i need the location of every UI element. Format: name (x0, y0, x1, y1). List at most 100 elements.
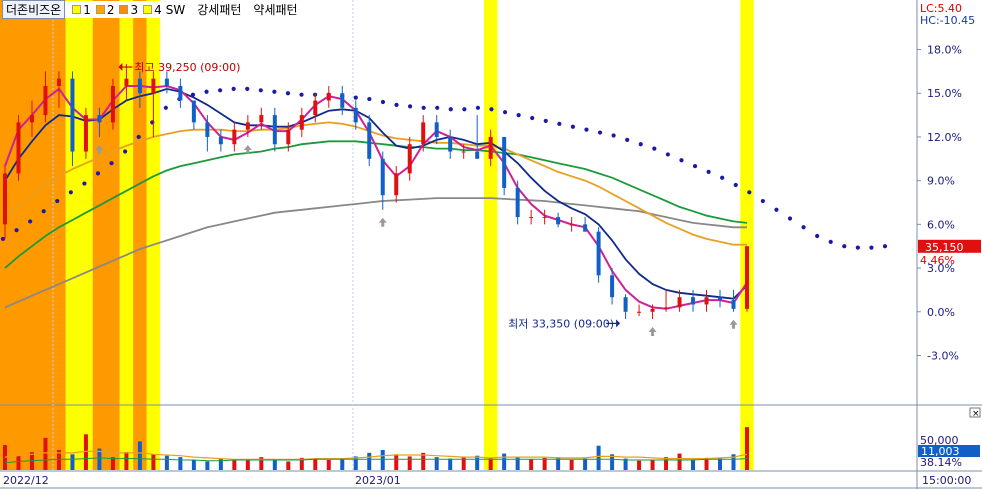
candle (475, 115, 480, 159)
candle-body (286, 129, 291, 145)
dotted-point (869, 245, 874, 250)
candle-body (556, 217, 561, 225)
legend-swatch-4[interactable] (143, 5, 153, 14)
candle (394, 166, 399, 203)
candle-body (596, 231, 601, 276)
volume-bar (380, 450, 385, 470)
candle-body (745, 246, 749, 309)
candle (596, 227, 601, 283)
candle-body (232, 129, 237, 145)
candle-body (718, 297, 723, 301)
candle (353, 100, 358, 130)
legend-swatch-2[interactable] (95, 5, 105, 14)
candle-body (515, 187, 520, 218)
volume-tag: 11,003 (921, 445, 960, 458)
volume-bar (124, 452, 129, 470)
volume-bar (191, 460, 196, 470)
y-tick-label: 0.0% (927, 306, 955, 319)
dotted-point (190, 92, 196, 97)
candle (178, 78, 183, 108)
dotted-point (787, 216, 793, 221)
volume-bar (488, 458, 493, 470)
dotted-point (625, 137, 630, 142)
up-arrow-marker (95, 144, 104, 154)
candle-body (272, 115, 277, 145)
candle (83, 107, 88, 159)
volume-bar (340, 458, 345, 470)
candle-body (83, 115, 88, 152)
candle-body (56, 78, 61, 86)
candle (542, 209, 547, 225)
candle-body (448, 136, 453, 152)
candle-body (151, 78, 156, 94)
legend-label-4: 4 (154, 2, 162, 17)
candle-body (137, 78, 142, 94)
dotted-point (543, 118, 548, 124)
dotted-point (747, 190, 752, 195)
volume-ratio-line (4, 457, 748, 464)
stock-name-label[interactable]: 더존비즈온 (2, 0, 66, 19)
candle (3, 166, 7, 239)
dotted-point (0, 236, 6, 242)
up-arrow-marker (378, 217, 387, 227)
dotted-point (380, 99, 386, 105)
volume-bar (178, 457, 183, 470)
highlight-band (146, 0, 161, 470)
volume-bar (718, 458, 723, 470)
dotted-point (245, 86, 250, 91)
candle-body (110, 85, 115, 123)
volume-bar (16, 455, 21, 470)
volume-bar (731, 454, 736, 470)
high-annotation: 최고 39,250 (09:00) (134, 61, 240, 74)
up-arrow-marker (648, 327, 657, 337)
candle-body (421, 122, 426, 145)
candle-body (691, 297, 696, 305)
dotted-point (855, 245, 860, 250)
volume-bar (70, 454, 75, 470)
volume-bar (151, 454, 156, 470)
candle-body (569, 224, 574, 226)
candle (313, 93, 318, 123)
volume-bar (610, 454, 615, 470)
chart-legend: 더존비즈온 1 2 3 4 SW 강세패턴 약세패턴 (2, 0, 308, 19)
volume-bar (461, 457, 466, 470)
volume-bar (43, 437, 48, 470)
volume-bar (272, 459, 277, 470)
candle (43, 71, 48, 123)
dotted-point (204, 89, 209, 94)
legend-swatch-1[interactable] (72, 5, 82, 14)
dotted-point (815, 233, 820, 239)
time-label: 15:00:00 (922, 474, 971, 487)
dotted-point (584, 127, 589, 132)
volume-bar (367, 452, 372, 470)
highlight-band (483, 0, 498, 470)
candle (610, 268, 615, 305)
candle-body (16, 122, 21, 174)
candle (718, 289, 723, 308)
volume-top-label: 50,000 (920, 434, 959, 447)
candle (97, 107, 102, 137)
dotted-point (475, 105, 481, 110)
candle (745, 246, 749, 312)
pattern-label-sw: SW (165, 2, 186, 17)
dotted-point (665, 152, 670, 157)
volume-pct-label: 38.14% (920, 456, 962, 469)
highlight-band (92, 0, 120, 470)
dotted-point (842, 244, 847, 249)
candle (218, 129, 223, 152)
candle-body (164, 78, 169, 86)
candle (650, 304, 655, 320)
dotted-point (218, 88, 223, 93)
dotted-point (882, 244, 888, 249)
candle-body (380, 158, 385, 196)
candle (110, 78, 115, 130)
dotted-point (353, 95, 358, 100)
volume-bar (164, 455, 169, 470)
volume-tag-box (918, 445, 980, 457)
volume-bar (502, 453, 507, 470)
candle-body (218, 136, 223, 145)
volume-bar (3, 445, 7, 470)
dotted-point (502, 110, 508, 115)
legend-swatch-3[interactable] (119, 5, 129, 14)
dotted-point (14, 228, 19, 233)
